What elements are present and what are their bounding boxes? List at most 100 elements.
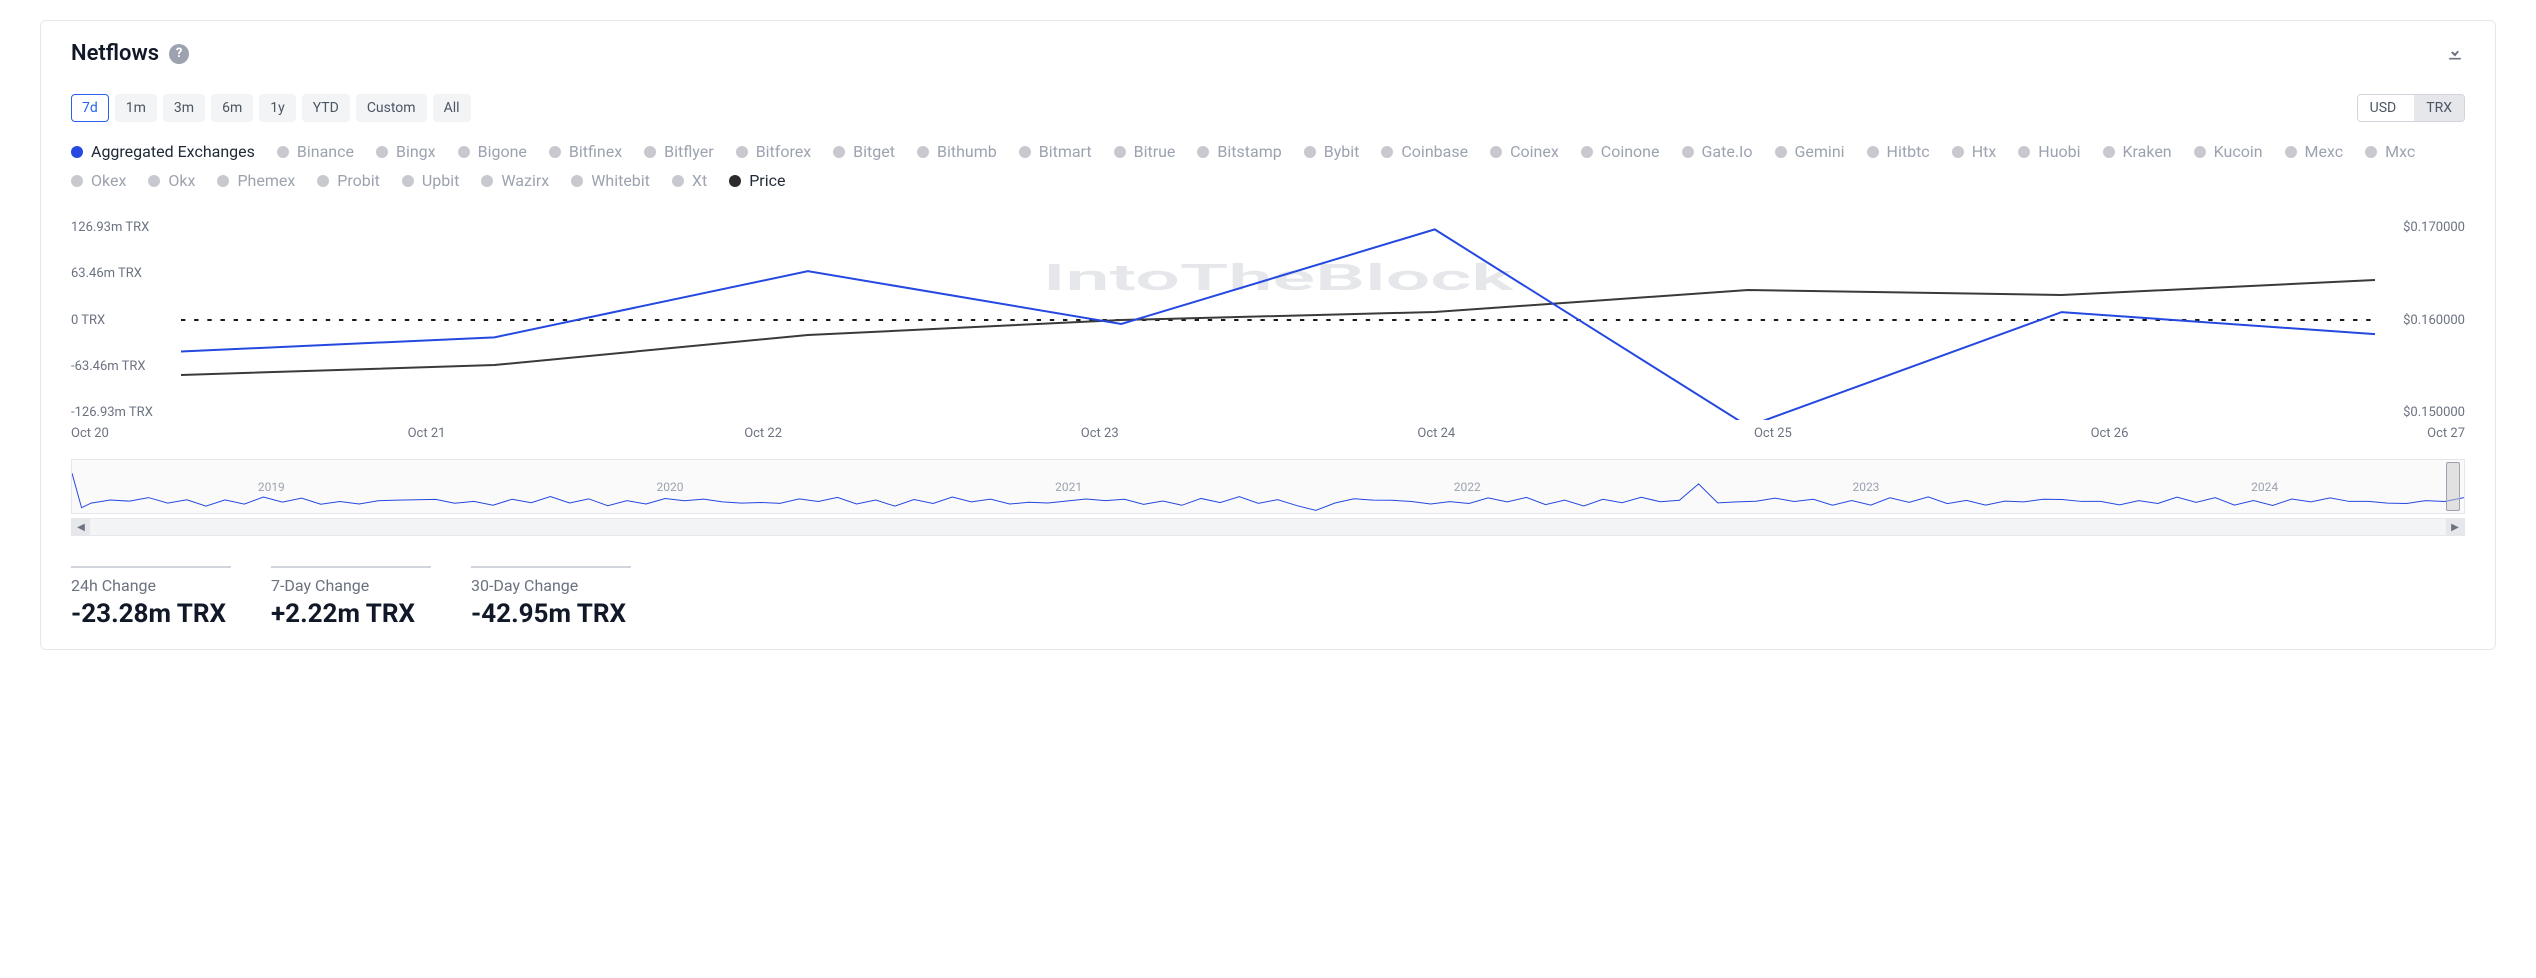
navigator-svg — [72, 460, 2464, 513]
stat-label: 7-Day Change — [271, 576, 431, 595]
netflows-card: Netflows ? 7d1m3m6m1yYTDCustomAll USDTRX… — [40, 20, 2496, 650]
legend-binance[interactable]: Binance — [277, 142, 354, 161]
legend-whitebit[interactable]: Whitebit — [571, 171, 650, 190]
legend-dot-icon — [317, 175, 329, 187]
legend-gate-io[interactable]: Gate.Io — [1682, 142, 1753, 161]
legend-bithumb[interactable]: Bithumb — [917, 142, 997, 161]
stat-label: 24h Change — [71, 576, 231, 595]
legend-label: Bitfinex — [569, 142, 622, 161]
legend-label: Coinone — [1601, 142, 1660, 161]
navigator-scrollbar[interactable]: ◀ ▶ — [71, 518, 2465, 536]
navigator-chart[interactable]: 201920202021202220232024 — [71, 459, 2465, 514]
legend-bitstamp[interactable]: Bitstamp — [1197, 142, 1281, 161]
legend-dot-icon — [1952, 146, 1964, 158]
legend-hitbtc[interactable]: Hitbtc — [1867, 142, 1930, 161]
legend-aggregated-exchanges[interactable]: Aggregated Exchanges — [71, 142, 255, 161]
legend-label: Bybit — [1324, 142, 1360, 161]
watermark-text: IntoTheBlock — [1043, 257, 1514, 299]
legend-coinone[interactable]: Coinone — [1581, 142, 1660, 161]
range-custom[interactable]: Custom — [356, 94, 427, 122]
legend-probit[interactable]: Probit — [317, 171, 380, 190]
legend-label: Bingx — [396, 142, 436, 161]
legend-mexc[interactable]: Mexc — [2285, 142, 2344, 161]
legend-gemini[interactable]: Gemini — [1775, 142, 1845, 161]
legend-dot-icon — [571, 175, 583, 187]
legend-label: Phemex — [237, 171, 295, 190]
range-ytd[interactable]: YTD — [302, 94, 350, 122]
legend-okx[interactable]: Okx — [148, 171, 195, 190]
range-7d[interactable]: 7d — [71, 94, 109, 122]
help-icon[interactable]: ? — [169, 44, 189, 64]
main-chart: 126.93m TRX63.46m TRX0 TRX-63.46m TRX-12… — [71, 220, 2465, 420]
legend-huobi[interactable]: Huobi — [2018, 142, 2080, 161]
legend-dot-icon — [833, 146, 845, 158]
legend-dot-icon — [917, 146, 929, 158]
legend-dot-icon — [736, 146, 748, 158]
legend-bingx[interactable]: Bingx — [376, 142, 436, 161]
legend-bybit[interactable]: Bybit — [1304, 142, 1360, 161]
legend-bitfinex[interactable]: Bitfinex — [549, 142, 622, 161]
legend-dot-icon — [672, 175, 684, 187]
legend-dot-icon — [644, 146, 656, 158]
legend-dot-icon — [458, 146, 470, 158]
legend-bitforex[interactable]: Bitforex — [736, 142, 811, 161]
download-icon[interactable] — [2445, 42, 2465, 66]
legend-coinbase[interactable]: Coinbase — [1381, 142, 1468, 161]
chart-legend: Aggregated Exchanges Binance Bingx Bigone Bi… — [71, 142, 2465, 190]
legend-dot-icon — [729, 175, 741, 187]
legend-bitrue[interactable]: Bitrue — [1114, 142, 1176, 161]
legend-label: Bitmart — [1039, 142, 1092, 161]
stat-value: -42.95m TRX — [471, 599, 631, 629]
scroll-right-button[interactable]: ▶ — [2446, 519, 2464, 535]
legend-price[interactable]: Price — [729, 171, 785, 190]
legend-htx[interactable]: Htx — [1952, 142, 1997, 161]
time-range-group: 7d1m3m6m1yYTDCustomAll — [71, 94, 471, 122]
legend-wazirx[interactable]: Wazirx — [481, 171, 549, 190]
legend-label: Upbit — [422, 171, 459, 190]
legend-label: Gemini — [1795, 142, 1845, 161]
scroll-left-button[interactable]: ◀ — [72, 519, 90, 535]
legend-dot-icon — [71, 146, 83, 158]
y-right-tick: $0.170000 — [2385, 220, 2465, 235]
legend-label: Bitstamp — [1217, 142, 1281, 161]
chart-plot-area[interactable]: IntoTheBlock — [181, 220, 2375, 420]
legend-label: Bitrue — [1134, 142, 1176, 161]
legend-dot-icon — [1381, 146, 1393, 158]
navigator-handle[interactable] — [2446, 462, 2460, 511]
legend-dot-icon — [1490, 146, 1502, 158]
legend-kraken[interactable]: Kraken — [2103, 142, 2172, 161]
legend-dot-icon — [1197, 146, 1209, 158]
legend-dot-icon — [217, 175, 229, 187]
stat-value: -23.28m TRX — [71, 599, 231, 629]
legend-xt[interactable]: Xt — [672, 171, 707, 190]
legend-bitmart[interactable]: Bitmart — [1019, 142, 1092, 161]
unit-trx[interactable]: TRX — [2414, 95, 2464, 121]
y-left-tick: 63.46m TRX — [71, 266, 171, 281]
legend-dot-icon — [1682, 146, 1694, 158]
unit-usd[interactable]: USD — [2358, 95, 2409, 121]
range-all[interactable]: All — [433, 94, 471, 122]
range-1y[interactable]: 1y — [259, 94, 296, 122]
legend-dot-icon — [2103, 146, 2115, 158]
legend-label: Mxc — [2385, 142, 2415, 161]
legend-bitflyer[interactable]: Bitflyer — [644, 142, 714, 161]
legend-upbit[interactable]: Upbit — [402, 171, 459, 190]
navigator-line — [72, 473, 2464, 510]
legend-label: Gate.Io — [1702, 142, 1753, 161]
legend-mxc[interactable]: Mxc — [2365, 142, 2415, 161]
range-1m[interactable]: 1m — [115, 94, 157, 122]
legend-dot-icon — [2285, 146, 2297, 158]
unit-toggle-group: USDTRX — [2357, 94, 2465, 122]
legend-label: Hitbtc — [1887, 142, 1930, 161]
legend-bitget[interactable]: Bitget — [833, 142, 895, 161]
legend-coinex[interactable]: Coinex — [1490, 142, 1559, 161]
legend-label: Coinbase — [1401, 142, 1468, 161]
stat-7-day-change: 7-Day Change+2.22m TRX — [271, 566, 431, 629]
legend-kucoin[interactable]: Kucoin — [2194, 142, 2263, 161]
legend-phemex[interactable]: Phemex — [217, 171, 295, 190]
range-3m[interactable]: 3m — [163, 94, 205, 122]
range-6m[interactable]: 6m — [211, 94, 253, 122]
legend-okex[interactable]: Okex — [71, 171, 126, 190]
legend-label: Huobi — [2038, 142, 2080, 161]
legend-bigone[interactable]: Bigone — [458, 142, 527, 161]
